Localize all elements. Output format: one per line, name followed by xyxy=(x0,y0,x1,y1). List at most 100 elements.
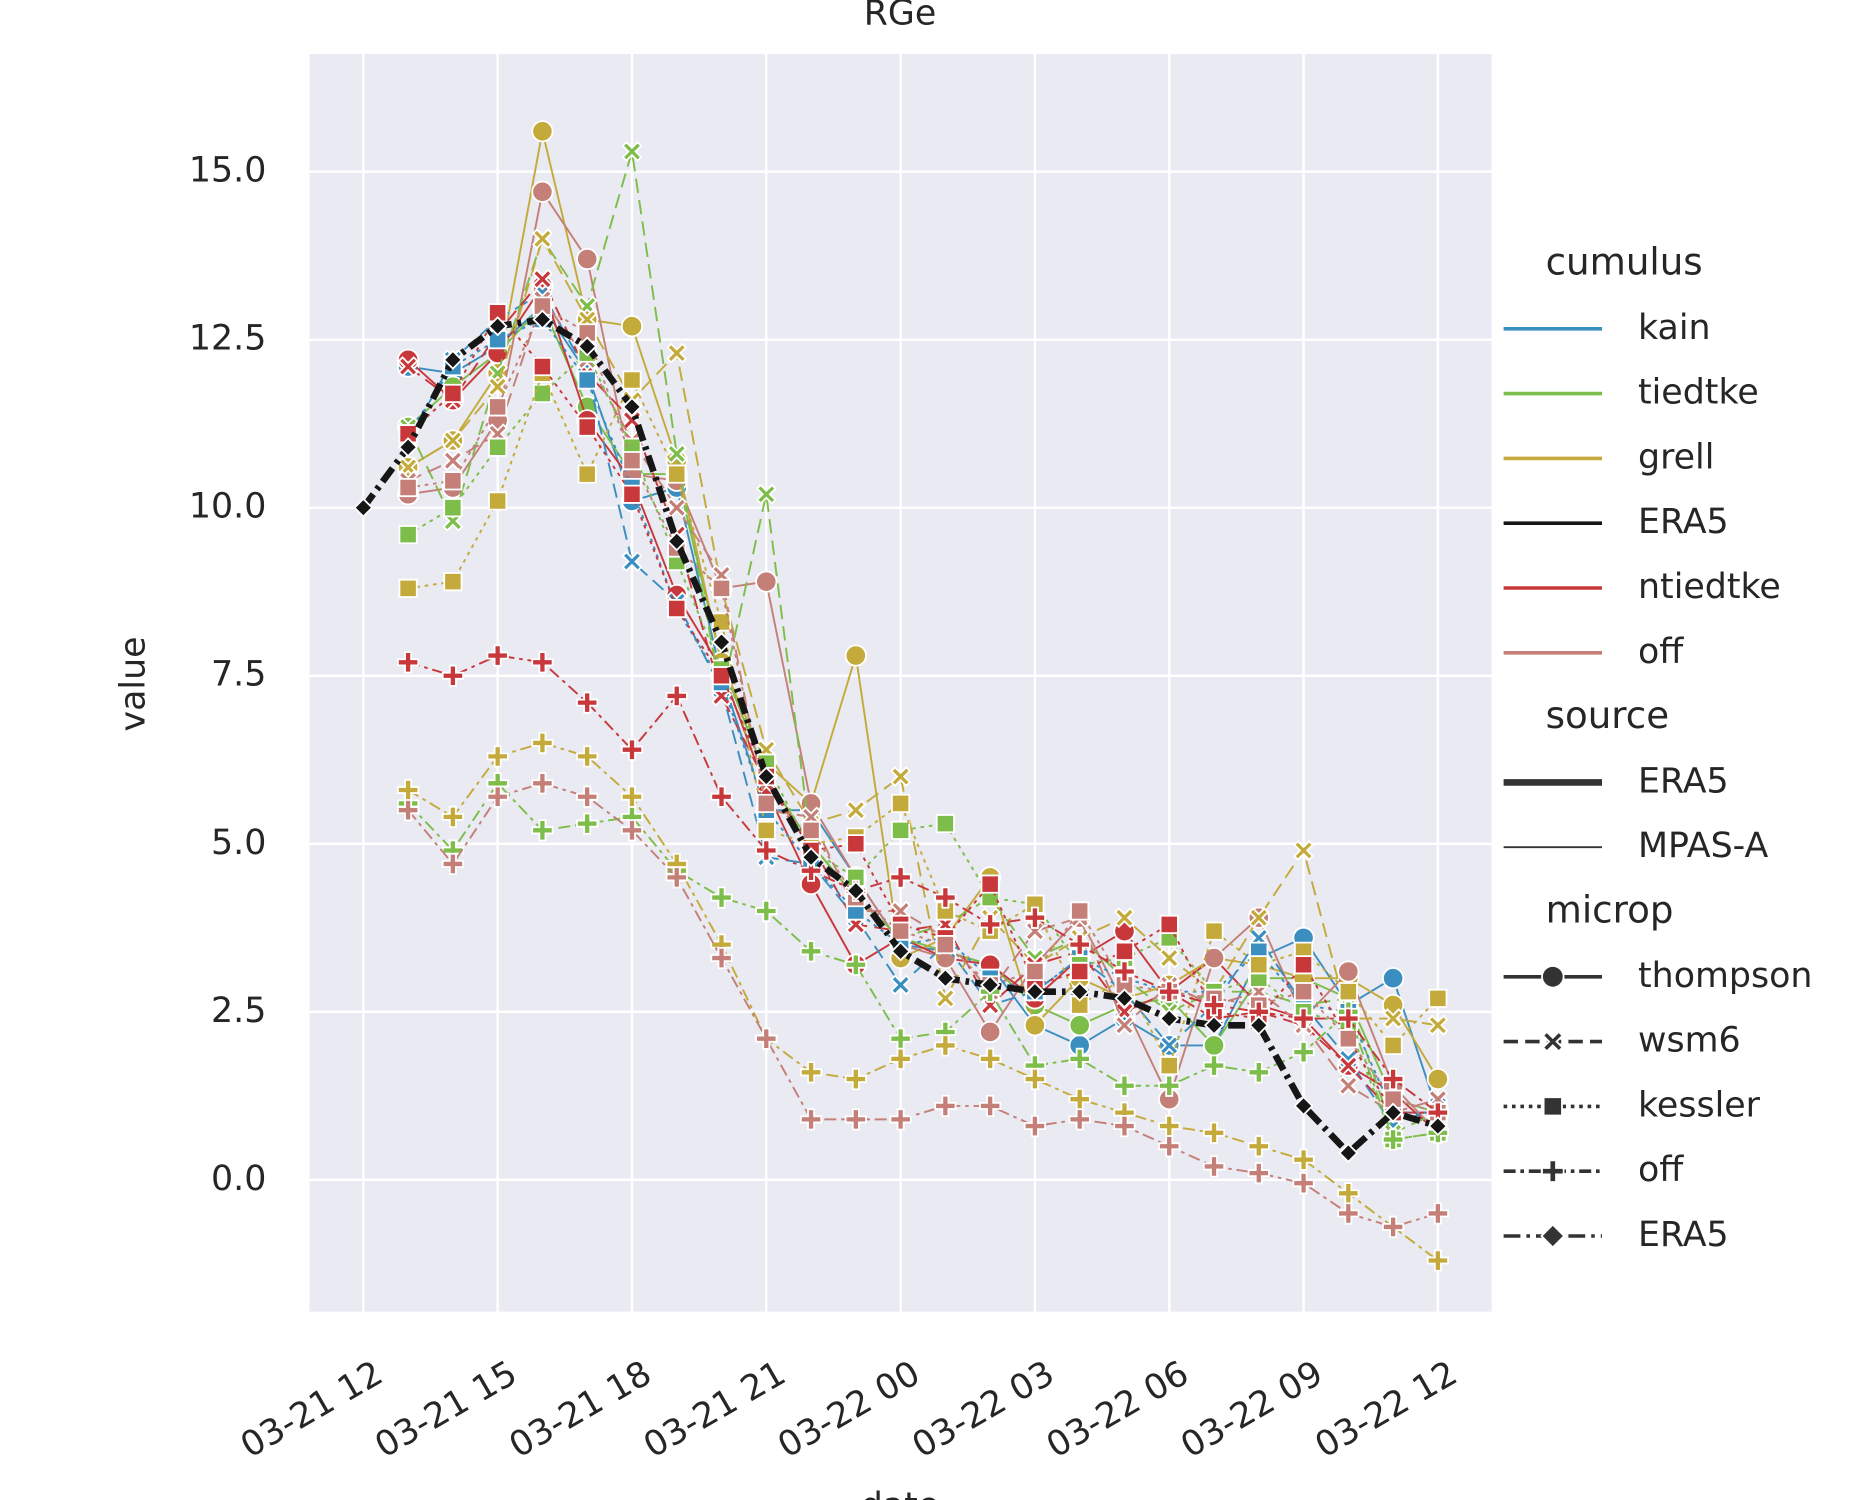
marker xyxy=(1023,906,1047,929)
marker xyxy=(1113,960,1136,983)
marker xyxy=(801,820,821,840)
marker xyxy=(891,921,911,941)
marker xyxy=(1202,1054,1226,1077)
marker xyxy=(486,644,509,667)
marker xyxy=(1426,1202,1449,1225)
marker xyxy=(1159,1008,1180,1029)
marker xyxy=(1338,1142,1359,1164)
marker xyxy=(980,974,1001,996)
marker xyxy=(1248,907,1270,929)
marker xyxy=(1382,1215,1405,1239)
marker xyxy=(710,946,733,970)
marker xyxy=(711,632,732,653)
series-line xyxy=(407,150,1439,1134)
x-tick-label: 03-22 09 xyxy=(1174,1353,1329,1466)
marker xyxy=(666,531,687,552)
marker xyxy=(1159,914,1179,935)
marker xyxy=(1113,1074,1136,1097)
marker xyxy=(934,987,956,1009)
marker xyxy=(1114,988,1135,1009)
marker xyxy=(711,666,732,686)
marker xyxy=(844,644,867,667)
legend-label: kain xyxy=(1638,308,1711,348)
marker xyxy=(620,819,644,842)
marker xyxy=(1247,1135,1270,1158)
marker xyxy=(1114,1014,1135,1036)
marker xyxy=(1338,982,1358,1002)
marker xyxy=(1158,1074,1181,1097)
marker xyxy=(1247,1162,1270,1185)
y-tick-label: 0.0 xyxy=(211,1159,266,1199)
marker xyxy=(1382,1008,1404,1029)
marker xyxy=(1202,1034,1226,1057)
marker xyxy=(1292,1172,1315,1195)
marker xyxy=(1202,1121,1226,1144)
legend-label: off xyxy=(1638,1150,1684,1190)
marker xyxy=(1070,901,1090,921)
marker xyxy=(1338,1029,1358,1049)
legend-label: tiedtke xyxy=(1638,373,1759,413)
marker xyxy=(890,941,911,962)
marker xyxy=(441,664,464,687)
x-tick-label: 03-21 18 xyxy=(503,1353,658,1466)
marker xyxy=(398,437,419,458)
marker xyxy=(1292,1148,1315,1171)
marker xyxy=(667,598,687,619)
marker xyxy=(398,424,418,444)
marker xyxy=(667,464,687,484)
marker xyxy=(622,484,642,504)
marker xyxy=(1541,1159,1565,1183)
marker xyxy=(979,1020,1002,1044)
marker xyxy=(889,1108,912,1131)
legend-title: source xyxy=(1546,693,1670,737)
marker xyxy=(800,847,822,868)
marker xyxy=(1542,1096,1563,1117)
legend-title: cumulus xyxy=(1546,240,1703,284)
marker xyxy=(532,383,552,404)
legend-label: ERA5 xyxy=(1638,1215,1729,1255)
marker xyxy=(1293,982,1314,1002)
marker xyxy=(1202,946,1226,970)
marker xyxy=(531,772,554,795)
marker xyxy=(1381,967,1405,990)
marker xyxy=(1426,1249,1449,1272)
marker xyxy=(665,684,688,708)
marker xyxy=(1158,947,1180,969)
marker xyxy=(1541,1030,1564,1053)
marker xyxy=(1337,1007,1360,1030)
marker xyxy=(711,578,732,598)
marker xyxy=(1292,1041,1315,1064)
marker xyxy=(1337,1202,1360,1225)
legend-label: kessler xyxy=(1638,1085,1761,1125)
marker xyxy=(799,1061,823,1084)
marker xyxy=(396,799,420,822)
marker xyxy=(934,1034,957,1057)
marker xyxy=(397,356,419,378)
marker xyxy=(1023,1014,1047,1037)
marker xyxy=(531,819,554,842)
marker xyxy=(1070,961,1090,982)
marker xyxy=(845,799,867,821)
marker xyxy=(532,356,552,377)
legend-label: ERA5 xyxy=(1638,761,1729,801)
marker xyxy=(935,814,955,834)
legend-label: wsm6 xyxy=(1638,1021,1741,1061)
marker xyxy=(577,370,597,390)
marker xyxy=(1382,1128,1405,1151)
marker xyxy=(486,785,509,808)
marker xyxy=(621,141,643,162)
marker xyxy=(576,247,599,271)
x-tick-label: 03-21 12 xyxy=(234,1353,389,1466)
marker xyxy=(755,839,778,862)
x-tick-label: 03-22 00 xyxy=(771,1353,926,1466)
marker xyxy=(1540,1223,1566,1249)
marker xyxy=(487,316,508,337)
marker xyxy=(1068,1108,1091,1131)
marker xyxy=(710,785,733,808)
marker xyxy=(1024,981,1046,1002)
marker xyxy=(890,766,912,788)
marker xyxy=(576,785,599,808)
y-tick-label: 5.0 xyxy=(211,823,266,863)
marker xyxy=(1248,1015,1269,1036)
